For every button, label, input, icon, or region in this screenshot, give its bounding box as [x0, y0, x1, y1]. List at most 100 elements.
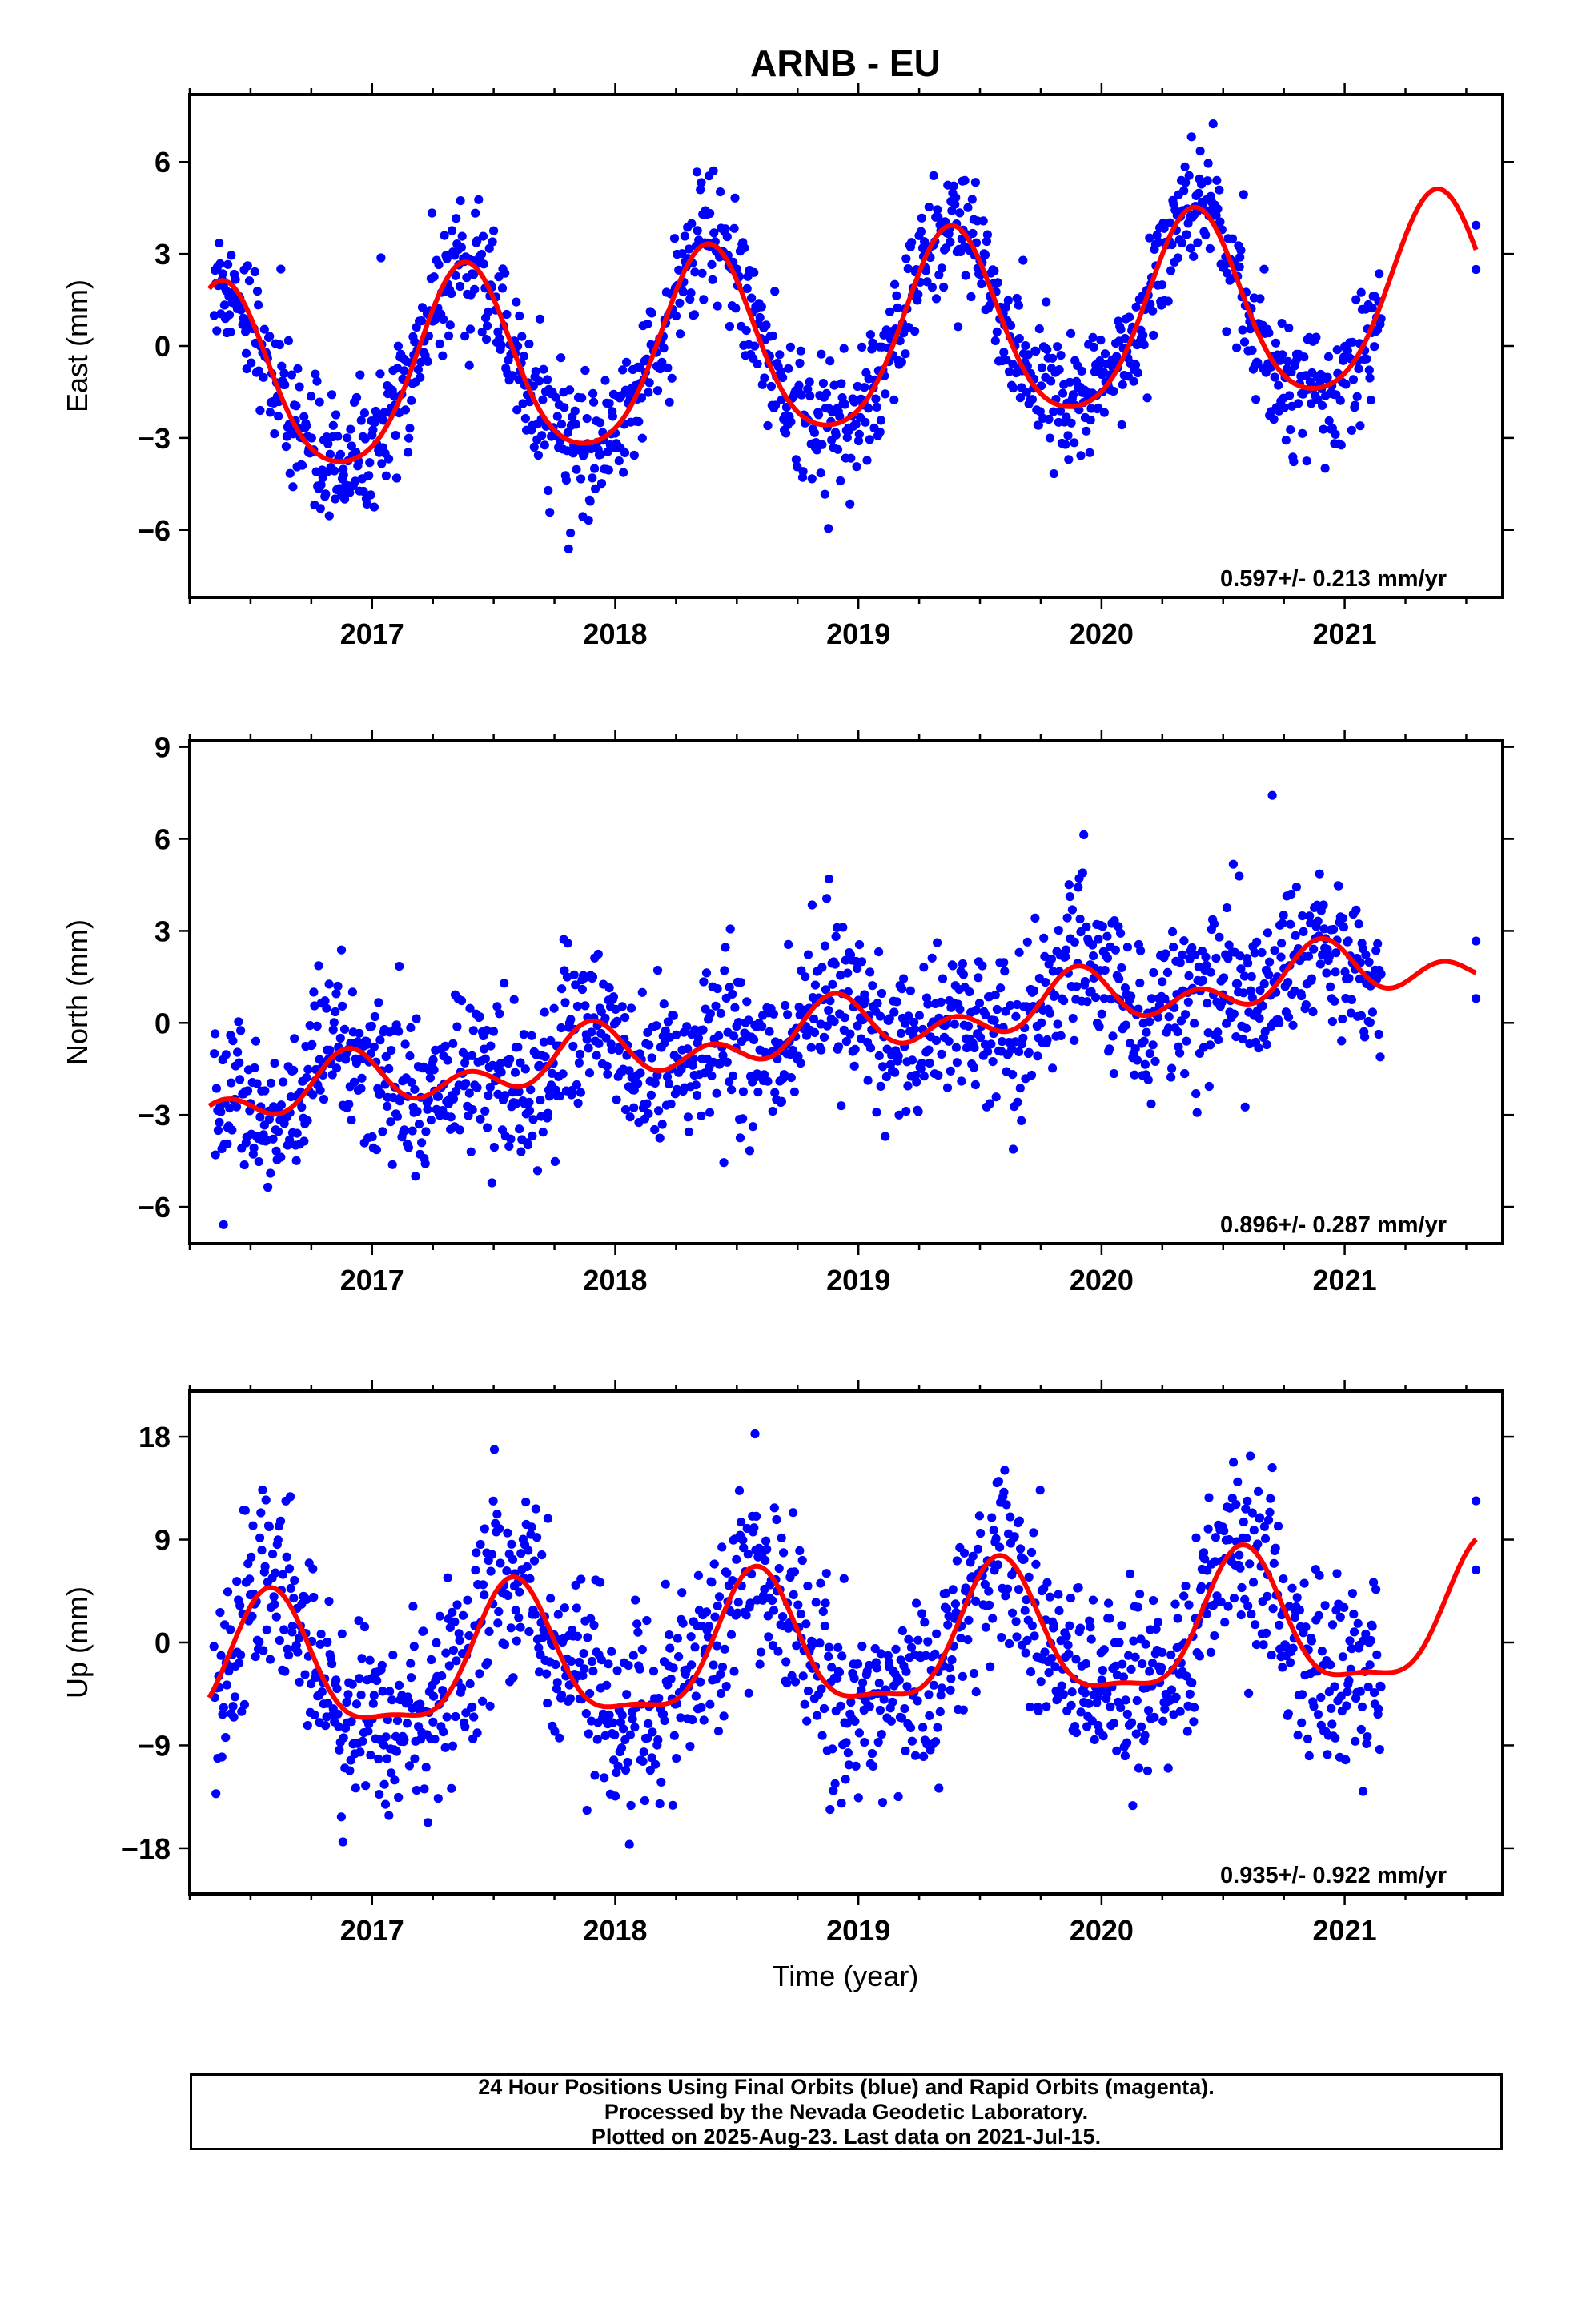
- data-point: [1201, 952, 1211, 962]
- data-point: [596, 1655, 607, 1665]
- data-point: [1472, 1565, 1481, 1574]
- data-point: [324, 979, 334, 989]
- data-point: [1314, 1610, 1323, 1620]
- data-point: [1367, 303, 1377, 313]
- data-point: [697, 268, 707, 278]
- data-point: [1220, 1618, 1230, 1627]
- data-point: [1046, 1654, 1057, 1663]
- data-point: [574, 1058, 584, 1068]
- data-point: [851, 1761, 861, 1771]
- data-point: [713, 1601, 722, 1610]
- data-point: [1216, 1597, 1226, 1606]
- data-point: [1347, 1589, 1357, 1598]
- data-point: [672, 1754, 681, 1763]
- data-point: [465, 1679, 475, 1689]
- data-point: [738, 1087, 749, 1096]
- data-point: [901, 1746, 910, 1755]
- data-point: [796, 1610, 805, 1619]
- data-point: [291, 401, 301, 411]
- data-point: [565, 1694, 576, 1703]
- data-point: [768, 331, 777, 340]
- data-point: [281, 442, 291, 452]
- data-point: [1203, 1524, 1213, 1534]
- data-point: [771, 400, 781, 410]
- data-point: [1026, 1667, 1036, 1677]
- data-point: [1267, 790, 1277, 800]
- data-point: [1112, 352, 1122, 361]
- data-point: [216, 1651, 226, 1660]
- data-point: [797, 1555, 807, 1566]
- data-point: [857, 1641, 867, 1651]
- data-point: [816, 1578, 825, 1588]
- y-axis-label: Up (mm): [61, 1586, 94, 1699]
- data-point: [1112, 1746, 1122, 1755]
- data-point: [1350, 400, 1360, 410]
- data-point: [470, 284, 480, 294]
- data-point: [1138, 1659, 1147, 1669]
- data-point: [1140, 1059, 1150, 1069]
- data-point: [443, 1573, 452, 1582]
- data-point: [337, 1629, 347, 1638]
- data-point: [872, 402, 881, 412]
- data-point: [1299, 927, 1308, 936]
- data-point: [1331, 429, 1340, 440]
- data-point: [763, 420, 773, 431]
- data-point: [1048, 353, 1058, 363]
- data-point: [1042, 297, 1051, 307]
- data-point: [1222, 903, 1232, 913]
- data-point: [551, 392, 560, 402]
- data-point: [716, 1008, 726, 1018]
- data-point: [255, 1533, 265, 1542]
- data-point: [741, 1610, 751, 1620]
- data-point: [865, 967, 875, 977]
- data-point: [1133, 368, 1142, 378]
- data-point: [1343, 1687, 1352, 1697]
- data-point: [1320, 1601, 1330, 1610]
- data-point: [934, 1070, 943, 1080]
- data-point: [475, 1669, 484, 1679]
- data-point: [1284, 323, 1294, 333]
- data-point: [779, 1070, 789, 1080]
- data-point: [663, 363, 673, 372]
- data-point: [1205, 1040, 1215, 1050]
- data-point: [461, 1079, 471, 1088]
- data-point: [472, 1083, 482, 1092]
- data-point: [803, 1581, 813, 1591]
- data-point: [1143, 1075, 1153, 1084]
- data-point: [517, 332, 527, 341]
- data-point: [254, 366, 263, 376]
- data-point: [1329, 924, 1339, 935]
- data-point: [786, 1073, 796, 1083]
- data-point: [1267, 1651, 1276, 1660]
- data-point: [1009, 384, 1018, 393]
- data-point: [876, 1011, 885, 1021]
- data-point: [857, 342, 867, 352]
- data-point: [1064, 1649, 1074, 1659]
- data-point: [612, 1095, 621, 1104]
- data-point: [1322, 968, 1331, 978]
- data-point: [773, 1647, 783, 1656]
- data-point: [785, 342, 796, 352]
- data-point: [286, 1092, 295, 1102]
- data-point: [837, 1799, 846, 1808]
- data-point: [583, 1633, 592, 1642]
- data-point: [577, 984, 588, 995]
- data-point: [697, 1111, 706, 1120]
- data-point: [1071, 1655, 1081, 1664]
- data-point: [1006, 1000, 1015, 1011]
- data-point: [617, 1002, 627, 1011]
- data-point: [1242, 1534, 1251, 1543]
- data-point: [1246, 986, 1255, 995]
- data-point: [854, 940, 865, 950]
- data-point: [894, 1110, 904, 1120]
- data-point: [976, 1529, 986, 1538]
- data-point: [530, 1610, 540, 1619]
- data-point: [1094, 403, 1103, 412]
- data-point: [873, 999, 882, 1008]
- data-point: [733, 1018, 744, 1027]
- data-point: [1289, 456, 1299, 467]
- data-point: [725, 983, 734, 992]
- data-point: [1022, 1595, 1031, 1605]
- data-point: [1131, 302, 1141, 312]
- data-point: [1004, 367, 1014, 376]
